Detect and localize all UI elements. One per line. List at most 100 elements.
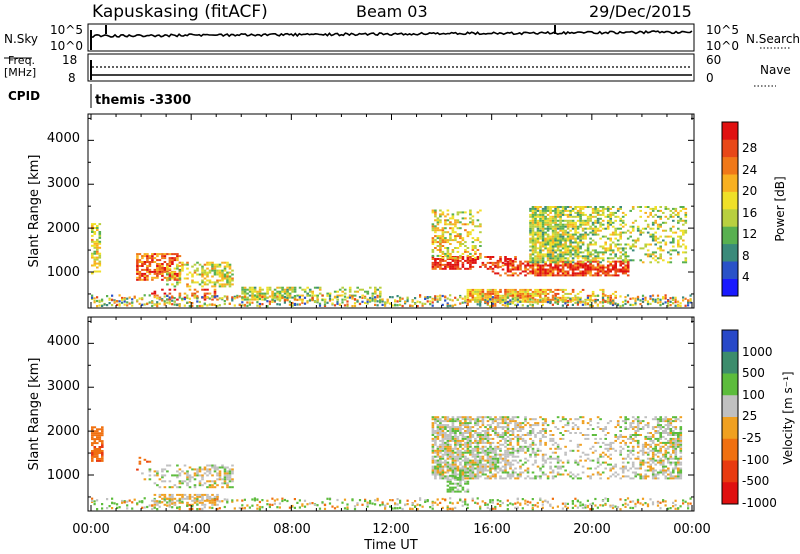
power-cell — [353, 302, 357, 305]
power-cell — [589, 251, 592, 254]
power-cell — [631, 207, 635, 210]
velocity-cell — [454, 469, 457, 472]
power-cell — [541, 272, 545, 275]
power-cell — [449, 254, 452, 257]
velocity-cell — [491, 447, 495, 450]
velocity-cell — [644, 424, 647, 427]
power-cell — [596, 270, 600, 273]
power-cell — [624, 231, 627, 234]
velocity-cell — [454, 430, 457, 432]
power-cell — [574, 247, 577, 250]
power-cell — [601, 227, 605, 230]
power-cell — [148, 257, 152, 260]
power-cell — [534, 268, 537, 271]
power-cell — [231, 283, 234, 286]
velocity-cell — [474, 449, 477, 452]
power-cell — [331, 302, 334, 305]
velocity-cell — [481, 471, 485, 474]
power-cell — [141, 255, 144, 258]
power-cell — [546, 257, 550, 260]
power-cell — [481, 288, 485, 291]
power-cell — [596, 274, 600, 277]
velocity-cell — [544, 441, 547, 444]
power-cell — [614, 260, 617, 263]
velocity-cell — [659, 435, 662, 438]
power-cell — [439, 243, 442, 245]
power-cell — [616, 274, 620, 277]
power-cell — [566, 219, 570, 222]
power-cell — [611, 301, 615, 304]
velocity-cell — [446, 463, 450, 466]
velocity-cell — [639, 473, 642, 476]
velocity-cell — [166, 464, 169, 467]
velocity-cell — [474, 453, 477, 456]
power-cell — [601, 245, 605, 248]
power-cell — [494, 302, 497, 306]
velocity-cell — [208, 499, 212, 502]
velocity-cell — [599, 455, 602, 458]
velocity-cell — [566, 459, 570, 462]
velocity-cell — [511, 453, 515, 456]
power-cell — [529, 294, 532, 297]
velocity-cell — [439, 426, 442, 429]
power-cell — [509, 258, 512, 260]
power-cell — [419, 301, 422, 304]
velocity-cell — [158, 493, 162, 496]
power-cell — [93, 264, 97, 267]
power-cell — [569, 239, 572, 242]
power-cell — [358, 296, 362, 299]
power-cell — [106, 304, 109, 307]
power-cell — [381, 303, 384, 306]
power-cell — [456, 213, 460, 216]
power-cell — [554, 301, 557, 304]
power-cell — [311, 299, 314, 302]
power-cell — [531, 290, 535, 293]
velocity-cell — [626, 461, 630, 464]
velocity-cell — [96, 453, 99, 456]
power-cell — [571, 221, 575, 224]
power-cell — [624, 259, 627, 262]
power-cell — [136, 259, 139, 262]
velocity-cell — [496, 422, 500, 425]
power-cell — [556, 215, 560, 218]
power-cell — [639, 229, 642, 232]
power-cell — [546, 274, 550, 277]
velocity-cell — [196, 493, 199, 496]
power-cell — [544, 215, 547, 218]
power-cell — [614, 215, 617, 218]
velocity-cell — [491, 463, 495, 466]
power-cell — [471, 249, 475, 251]
power-cell — [589, 294, 592, 297]
power-cell — [594, 215, 597, 218]
velocity-cell — [511, 447, 515, 450]
power-cell — [564, 272, 567, 275]
velocity-cell — [91, 438, 94, 441]
velocity-cell — [596, 465, 600, 468]
velocity-cell — [579, 477, 582, 480]
power-cell — [579, 301, 582, 304]
velocity-cell — [484, 469, 487, 472]
power-cell — [591, 221, 595, 224]
power-cell — [566, 223, 570, 226]
power-cell — [449, 263, 452, 266]
power-cell — [679, 209, 683, 212]
power-cell — [441, 263, 445, 266]
power-cell — [439, 294, 442, 297]
power-cell — [161, 278, 164, 281]
velocity-cell — [606, 422, 610, 425]
power-cell — [176, 257, 179, 260]
power-cell — [604, 227, 607, 230]
power-cell — [539, 292, 542, 295]
velocity-cell — [489, 475, 492, 478]
power-cell — [459, 227, 462, 230]
velocity-cell — [476, 434, 480, 436]
power-cell — [534, 231, 537, 234]
velocity-cell — [439, 475, 442, 478]
velocity-cell — [484, 416, 487, 419]
power-cell — [569, 243, 572, 246]
power-cell — [534, 211, 537, 214]
power-cell — [539, 213, 542, 216]
velocity-cell — [226, 478, 229, 481]
power-cell — [574, 207, 577, 210]
velocity-cell — [649, 432, 652, 434]
